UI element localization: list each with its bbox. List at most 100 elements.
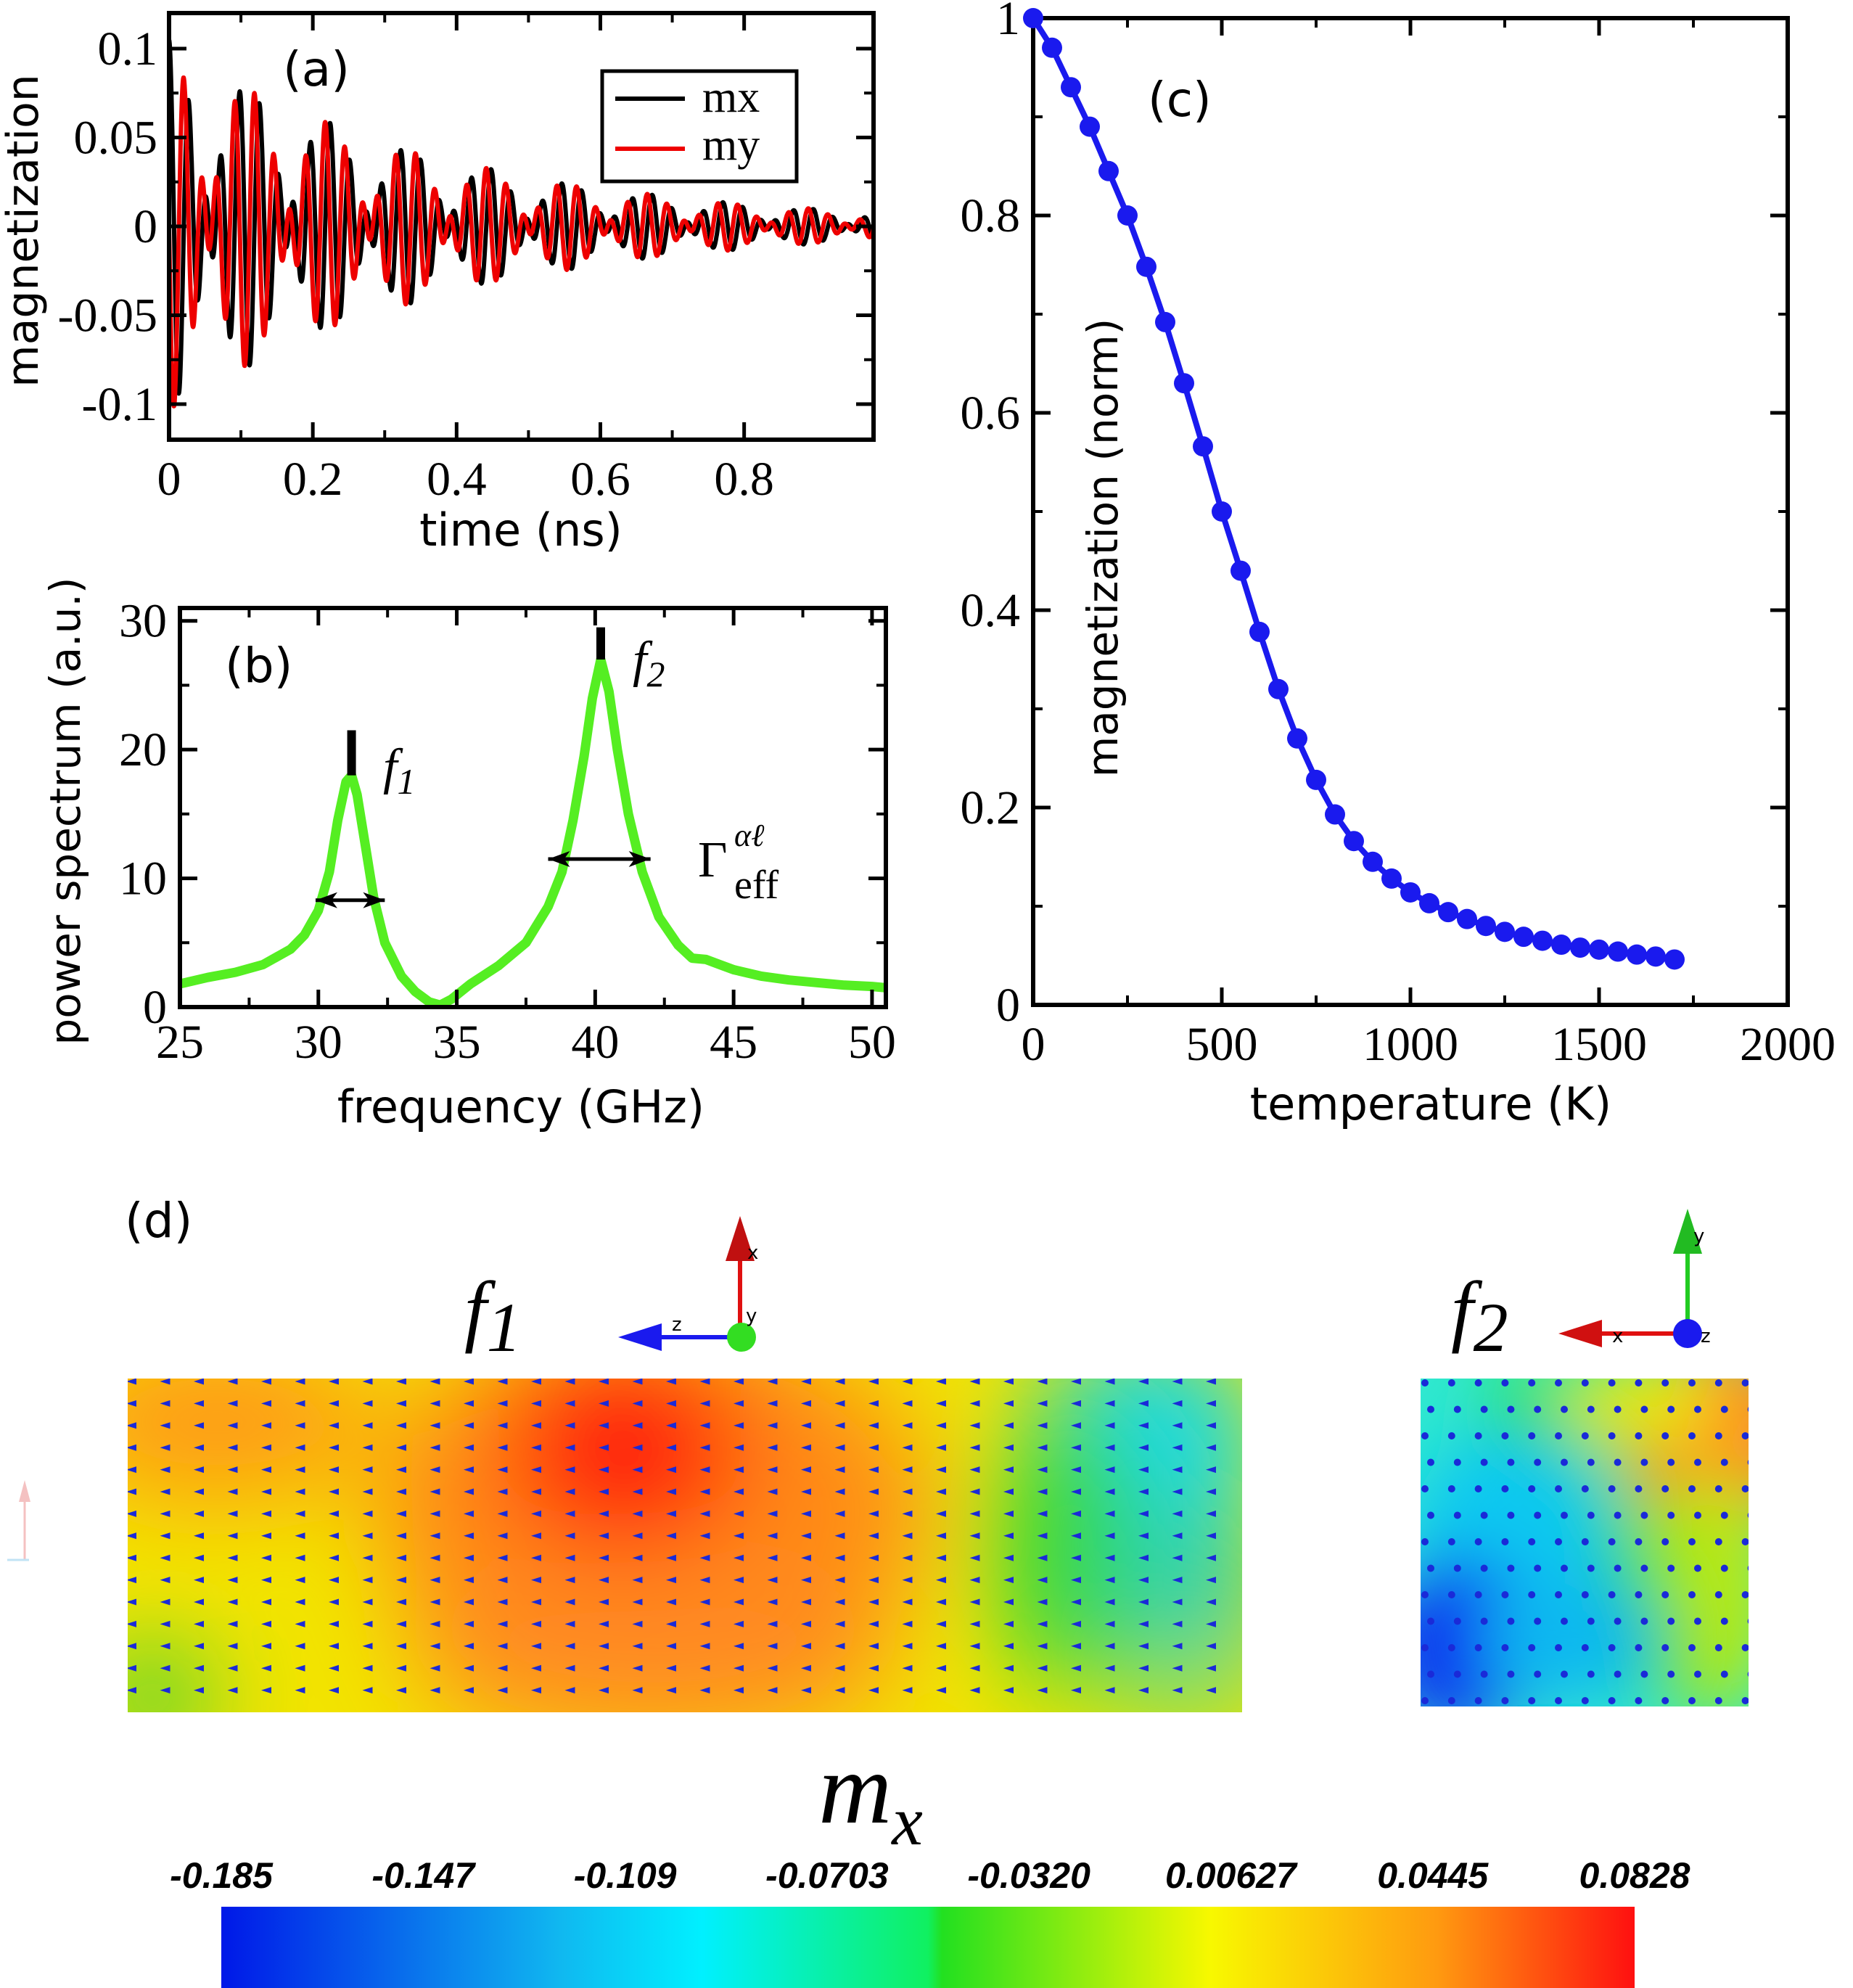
- vector-arrow-icon: [969, 1488, 980, 1495]
- data-point: [1080, 116, 1100, 137]
- x-tick-label: 40: [571, 1016, 619, 1069]
- vector-dot-icon: [1534, 1458, 1542, 1466]
- vector-arrow-icon: [497, 1643, 508, 1650]
- vector-dot-icon: [1581, 1644, 1589, 1651]
- vector-dot-icon: [1587, 1511, 1595, 1519]
- vector-dot-icon: [1747, 1460, 1749, 1465]
- vector-arrow-icon: [227, 1598, 238, 1606]
- vector-arrow-icon: [936, 1554, 946, 1561]
- vector-dot-icon: [1528, 1379, 1536, 1387]
- vector-arrow-icon: [902, 1554, 913, 1561]
- y-tick-label: 0: [133, 200, 157, 253]
- data-point: [1608, 941, 1628, 962]
- vector-arrow-icon: [564, 1577, 575, 1584]
- vector-arrow-icon: [160, 1379, 170, 1385]
- faint-artifact-icon: [7, 1480, 30, 1561]
- vector-arrow-icon: [396, 1488, 406, 1495]
- vector-arrow-icon: [128, 1577, 136, 1584]
- vector-arrow-icon: [362, 1488, 373, 1495]
- vector-arrow-icon: [227, 1643, 238, 1650]
- vector-arrow-icon: [1138, 1620, 1149, 1627]
- vector-arrow-icon: [868, 1466, 879, 1474]
- vector-dot-icon: [1507, 1405, 1515, 1413]
- vector-arrow-icon: [936, 1620, 946, 1627]
- vector-dot-icon: [1501, 1591, 1509, 1598]
- x-tick-label: 0: [1022, 1018, 1045, 1071]
- vector-arrow-icon: [531, 1510, 541, 1517]
- vector-dot-icon: [1635, 1432, 1643, 1439]
- vector-arrow-icon: [767, 1643, 778, 1650]
- vector-dot-icon: [1427, 1511, 1434, 1519]
- vector-arrow-icon: [834, 1488, 845, 1495]
- vector-arrow-icon: [1071, 1488, 1081, 1495]
- vector-dot-icon: [1614, 1670, 1622, 1678]
- vector-dot-icon: [1661, 1538, 1669, 1545]
- vector-arrow-icon: [699, 1444, 710, 1451]
- vector-arrow-icon: [128, 1466, 136, 1474]
- vector-arrow-icon: [834, 1444, 845, 1451]
- vector-dot-icon: [1421, 1432, 1429, 1439]
- vector-arrow-icon: [902, 1643, 913, 1650]
- y-tick-label: 0.8: [961, 189, 1021, 242]
- vector-arrow-icon: [666, 1643, 676, 1650]
- vector-arrow-icon: [767, 1577, 778, 1584]
- vector-arrow-icon: [969, 1643, 980, 1650]
- vector-arrow-icon: [1071, 1598, 1081, 1606]
- vector-arrow-icon: [666, 1488, 676, 1495]
- vector-dot-icon: [1688, 1485, 1696, 1492]
- vector-arrow-icon: [430, 1643, 440, 1650]
- vector-arrow-icon: [969, 1577, 980, 1584]
- vector-arrow-icon: [699, 1466, 710, 1474]
- vector-dot-icon: [1555, 1432, 1562, 1439]
- vector-arrow-icon: [464, 1444, 474, 1451]
- data-point: [1645, 946, 1666, 967]
- vector-arrow-icon: [599, 1444, 609, 1451]
- vector-arrow-icon: [868, 1687, 879, 1694]
- vector-dot-icon: [1747, 1672, 1749, 1677]
- vector-arrow-icon: [1172, 1643, 1183, 1650]
- vector-dot-icon: [1427, 1617, 1434, 1625]
- vector-arrow-icon: [362, 1598, 373, 1606]
- vector-arrow-icon: [599, 1532, 609, 1540]
- vector-arrow-icon: [1037, 1444, 1048, 1451]
- vector-dot-icon: [1528, 1485, 1536, 1492]
- vector-arrow-icon: [1071, 1510, 1081, 1517]
- colorbar-tick-label: -0.147: [371, 1855, 476, 1896]
- x-tick-label: 1500: [1551, 1018, 1647, 1071]
- f1-label: f1: [383, 739, 415, 802]
- vector-arrow-icon: [396, 1554, 406, 1561]
- vector-arrow-icon: [936, 1400, 946, 1407]
- vector-arrow-icon: [632, 1643, 643, 1650]
- vector-arrow-icon: [834, 1643, 845, 1650]
- vector-dot-icon: [1480, 1617, 1488, 1625]
- vector-dot-icon: [1561, 1511, 1568, 1519]
- vector-arrow-icon: [666, 1687, 676, 1694]
- vector-dot-icon: [1640, 1670, 1648, 1678]
- vector-arrow-icon: [801, 1664, 811, 1672]
- y-tick-label: 1: [996, 0, 1020, 45]
- vector-dot-icon: [1720, 1617, 1728, 1625]
- vector-arrow-icon: [1003, 1466, 1014, 1474]
- vector-arrow-icon: [599, 1422, 609, 1429]
- vector-dot-icon: [1421, 1538, 1429, 1545]
- vector-dot-icon: [1421, 1644, 1429, 1651]
- vector-arrow-icon: [194, 1400, 204, 1407]
- vector-arrow-icon: [699, 1488, 710, 1495]
- vector-arrow-icon: [194, 1510, 204, 1517]
- vector-arrow-icon: [128, 1422, 136, 1429]
- vector-arrow-icon: [801, 1488, 811, 1495]
- vector-arrow-icon: [666, 1554, 676, 1561]
- vector-arrow-icon: [969, 1554, 980, 1561]
- map-f2: [1421, 1379, 1749, 1706]
- data-point: [1098, 160, 1119, 181]
- vector-arrow-icon: [599, 1664, 609, 1672]
- vector-arrow-icon: [902, 1422, 913, 1429]
- vector-arrow-icon: [329, 1577, 339, 1584]
- vector-arrow-icon: [160, 1643, 170, 1650]
- vector-dot-icon: [1667, 1458, 1675, 1466]
- vector-arrow-icon: [531, 1379, 541, 1385]
- vector-dot-icon: [1480, 1564, 1488, 1572]
- vector-dot-icon: [1507, 1617, 1515, 1625]
- x-tick-label: 45: [710, 1016, 757, 1069]
- vector-arrow-icon: [261, 1444, 271, 1451]
